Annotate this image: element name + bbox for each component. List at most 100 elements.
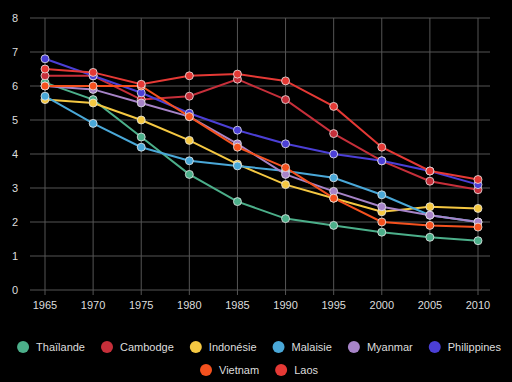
x-tick-label: 1995: [321, 299, 345, 311]
legend-swatch: [200, 364, 212, 376]
series-point: [137, 99, 145, 107]
chart: 0123456781965197019751980198519901995200…: [0, 0, 512, 382]
x-grid: [285, 18, 286, 295]
series-point: [41, 82, 49, 90]
legend-swatch: [273, 341, 285, 353]
legend-swatch: [101, 341, 113, 353]
series-point: [330, 221, 338, 229]
y-grid: [30, 120, 490, 121]
y-tick-label: 5: [12, 114, 18, 126]
series-line: [45, 69, 478, 180]
x-tick-label: 1980: [177, 299, 201, 311]
series-point: [378, 143, 386, 151]
x-tick-label: 1975: [129, 299, 153, 311]
legend-swatch: [429, 341, 441, 353]
series-point: [41, 55, 49, 63]
series-point: [378, 218, 386, 226]
y-grid: [30, 188, 490, 189]
series-point: [474, 223, 482, 231]
legend-item: Malaisie: [273, 341, 332, 353]
x-grid: [93, 18, 94, 295]
series-point: [233, 70, 241, 78]
x-grid: [141, 18, 142, 295]
series-point: [330, 130, 338, 138]
series-point: [185, 170, 193, 178]
x-tick-label: 1985: [225, 299, 249, 311]
series-point: [426, 177, 434, 185]
legend-label: Myanmar: [367, 341, 413, 353]
legend-item: Indonésie: [190, 341, 257, 353]
legend-item: Cambodge: [101, 341, 174, 353]
x-tick-label: 2010: [466, 299, 490, 311]
series-point: [426, 211, 434, 219]
series-point: [426, 167, 434, 175]
x-grid: [478, 18, 479, 295]
series-point: [185, 113, 193, 121]
series-point: [233, 143, 241, 151]
series-point: [89, 82, 97, 90]
series-point: [233, 162, 241, 170]
series-point: [185, 92, 193, 100]
y-grid: [30, 52, 490, 53]
legend-item: Laos: [275, 364, 318, 376]
y-tick-label: 3: [12, 182, 18, 194]
series-point: [330, 194, 338, 202]
legend-item: Thaïlande: [17, 341, 85, 353]
y-tick-label: 7: [12, 46, 18, 58]
series-line: [45, 100, 478, 212]
series-point: [426, 233, 434, 241]
series-point: [41, 92, 49, 100]
y-grid: [30, 18, 490, 19]
series-point: [185, 72, 193, 80]
series-point: [378, 228, 386, 236]
series-point: [41, 82, 49, 90]
series-point: [330, 174, 338, 182]
series-point: [89, 99, 97, 107]
series-point: [282, 215, 290, 223]
legend-label: Philippines: [448, 341, 502, 353]
series-point: [426, 167, 434, 175]
series-point: [474, 176, 482, 184]
series-point: [426, 221, 434, 229]
legend-item: Vietnam: [200, 364, 259, 376]
series-line: [45, 86, 478, 222]
legend-swatch: [275, 364, 287, 376]
series-point: [426, 203, 434, 211]
series-point: [233, 126, 241, 134]
x-tick-label: 1965: [33, 299, 57, 311]
series-point: [378, 191, 386, 199]
series-point: [233, 198, 241, 206]
y-tick-label: 8: [12, 12, 18, 24]
series-point: [282, 77, 290, 85]
series-line: [45, 86, 478, 227]
x-grid: [429, 18, 430, 295]
series-point: [185, 136, 193, 144]
series-point: [378, 203, 386, 211]
legend-item: Myanmar: [348, 341, 413, 353]
legend-label: Thaïlande: [36, 341, 85, 353]
series-point: [282, 181, 290, 189]
y-tick-label: 0: [12, 284, 18, 296]
background: [0, 0, 512, 382]
y-grid: [30, 256, 490, 257]
y-grid: [30, 154, 490, 155]
series-point: [378, 157, 386, 165]
y-tick-label: 6: [12, 80, 18, 92]
series-point: [330, 194, 338, 202]
legend-swatch: [190, 341, 202, 353]
y-tick-label: 4: [12, 148, 18, 160]
y-tick-label: 1: [12, 250, 18, 262]
series-point: [474, 204, 482, 212]
legend-label: Malaisie: [292, 341, 332, 353]
series-point: [426, 211, 434, 219]
series-point: [137, 80, 145, 88]
series-line: [45, 59, 478, 185]
x-grid: [237, 18, 238, 295]
y-grid: [30, 290, 490, 291]
series-point: [137, 143, 145, 151]
legend-swatch: [348, 341, 360, 353]
legend-label: Indonésie: [209, 341, 257, 353]
legend-label: Cambodge: [120, 341, 174, 353]
plot-area: [41, 55, 482, 245]
series-point: [185, 113, 193, 121]
